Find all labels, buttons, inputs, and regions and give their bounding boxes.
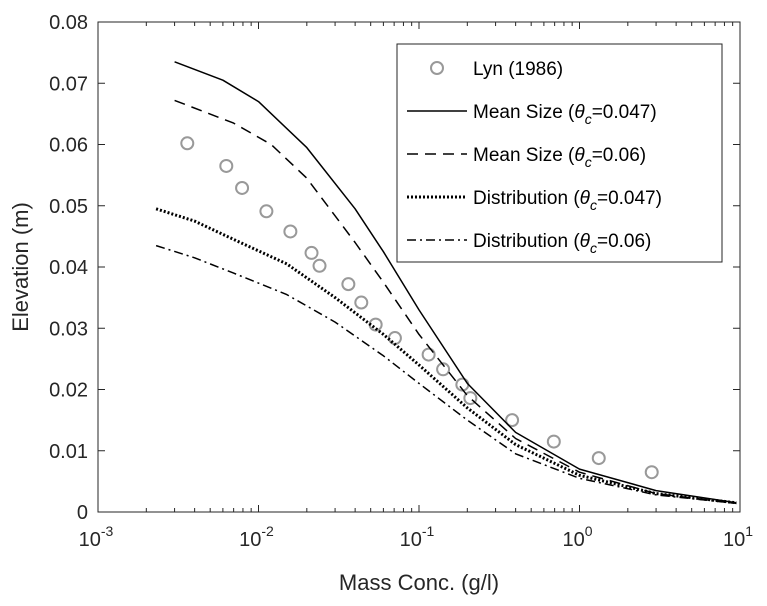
- x-tick-label: 101: [723, 523, 753, 551]
- legend-label-theta: θ: [580, 188, 591, 209]
- legend-label-subscript: c: [585, 111, 592, 127]
- data-point: [463, 391, 478, 406]
- data-point: [421, 347, 436, 362]
- data-point: [312, 258, 327, 273]
- x-tick-label-base: 10: [723, 529, 745, 551]
- data-point: [591, 451, 606, 466]
- x-tick-label-base: 10: [562, 529, 584, 551]
- series-lyn-1986-markers: [180, 136, 659, 480]
- legend-label-value: =0.06): [592, 145, 646, 166]
- data-point: [180, 136, 195, 151]
- data-point: [259, 204, 274, 219]
- x-tick-label-exponent: 1: [745, 523, 753, 539]
- legend-entry: Distribution (θc=0.047): [407, 188, 662, 213]
- y-tick-label: 0.01: [49, 441, 88, 463]
- legend-label-value: =0.047): [592, 102, 657, 123]
- series-line-dashed: [174, 99, 737, 505]
- x-axis-label: Mass Conc. (g/l): [339, 570, 499, 595]
- legend-label-subscript: c: [590, 240, 597, 256]
- legend-label-value: =0.047): [597, 188, 662, 209]
- legend-label-text: Mean Size (: [473, 145, 575, 166]
- axes-frame: [97, 21, 741, 513]
- data-point: [219, 158, 234, 173]
- legend-label-subscript: c: [590, 197, 597, 213]
- legend-entry: Distribution (θc=0.06): [407, 231, 651, 256]
- x-tick-label: 10-3: [79, 523, 114, 551]
- legend-entry: Mean Size (θc=0.047): [407, 102, 657, 127]
- legend-label: Distribution (θc=0.06): [473, 231, 651, 256]
- x-tick-label-base: 10: [400, 529, 422, 551]
- legend: Lyn (1986)Mean Size (θc=0.047)Mean Size …: [396, 43, 723, 263]
- legend-label-text: Distribution (: [473, 188, 580, 209]
- y-tick-label: 0: [77, 502, 88, 524]
- y-tick-label: 0.07: [49, 73, 88, 95]
- y-tick-label: 0.04: [49, 257, 88, 279]
- series-line-dotted: [155, 207, 737, 505]
- x-tick-label-exponent: -1: [422, 523, 435, 539]
- legend-label: Mean Size (θc=0.047): [473, 102, 657, 127]
- legend-box: [396, 43, 723, 263]
- y-tick-label: 0.08: [49, 12, 88, 34]
- legend-label-theta: θ: [580, 231, 591, 252]
- x-tick-label-exponent: -2: [261, 523, 274, 539]
- legend-label: Distribution (θc=0.047): [473, 188, 662, 213]
- series-line-solid: [174, 61, 737, 504]
- data-point: [235, 180, 250, 195]
- legend-label-text: Mean Size (: [473, 102, 575, 123]
- legend-label-subscript: c: [585, 154, 592, 170]
- y-axis-label: Elevation (m): [8, 202, 33, 332]
- data-point: [283, 224, 298, 239]
- y-tick-label: 0.02: [49, 380, 88, 402]
- data-point: [644, 465, 659, 480]
- legend-label-theta: θ: [574, 102, 585, 123]
- legend-label: Mean Size (θc=0.06): [473, 145, 646, 170]
- data-point: [505, 413, 520, 428]
- data-point: [304, 245, 319, 260]
- x-tick-label-exponent: 0: [585, 523, 593, 539]
- legend-entry: Lyn (1986): [430, 59, 563, 80]
- x-tick-label-exponent: -3: [101, 523, 114, 539]
- legend-marker: [430, 61, 444, 75]
- series-layer: [155, 61, 737, 505]
- y-tick-label: 0.06: [49, 135, 88, 157]
- legend-label-value: =0.06): [597, 231, 651, 252]
- y-tick-label: 0.05: [49, 196, 88, 218]
- legend-label-text: Distribution (: [473, 231, 580, 252]
- x-tick-label: 100: [562, 523, 592, 551]
- data-point: [436, 362, 451, 377]
- data-point: [546, 434, 561, 449]
- data-point: [354, 295, 369, 310]
- x-tick-label-base: 10: [79, 529, 101, 551]
- data-point: [341, 277, 356, 292]
- legend-label-theta: θ: [574, 145, 585, 166]
- axes-layer: 10-3 10-2 10-1 100 10100.010.020.030.040.050…: [8, 12, 753, 595]
- y-tick-label: 0.03: [49, 318, 88, 340]
- x-tick-label: 10-2: [239, 523, 274, 551]
- legend-entry: Mean Size (θc=0.06): [407, 145, 646, 170]
- series-line-dashdot: [155, 244, 737, 505]
- x-tick-label: 10-1: [400, 523, 435, 551]
- legend-label: Lyn (1986): [473, 59, 563, 80]
- x-tick-label-base: 10: [239, 529, 261, 551]
